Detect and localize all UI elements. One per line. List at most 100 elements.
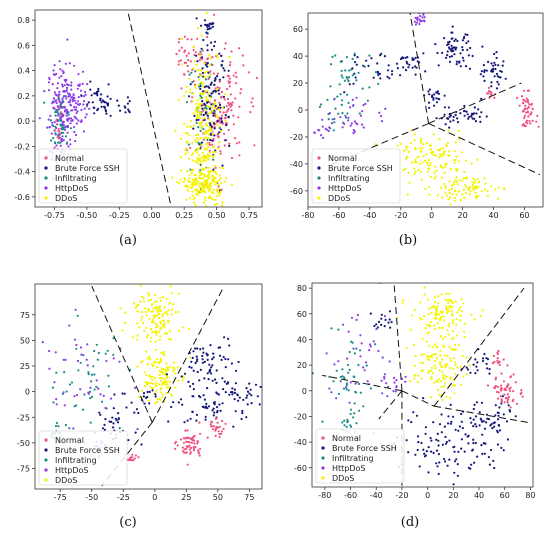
point-brute-force-ssh [448, 55, 451, 58]
point-brute-force-ssh [235, 369, 238, 372]
point-ddos [409, 141, 413, 145]
point-ddos [150, 310, 153, 313]
point-brute-force-ssh [195, 119, 198, 122]
point-httpdos [68, 324, 71, 327]
x-tick-label: -75 [54, 493, 67, 502]
point-infiltrating [107, 385, 111, 388]
point-infiltrating [351, 57, 354, 61]
point-ddos [211, 155, 214, 158]
legend-marker [44, 438, 48, 442]
point-brute-force-ssh [112, 426, 115, 429]
point-ddos [433, 364, 436, 367]
point-ddos [215, 88, 218, 91]
point-ddos [439, 164, 442, 167]
point-brute-force-ssh [451, 47, 454, 50]
point-ddos [165, 386, 168, 389]
point-normal [218, 425, 221, 429]
point-ddos [191, 194, 194, 197]
point-ddos [160, 377, 163, 380]
point-brute-force-ssh [192, 388, 195, 391]
point-httpdos [56, 82, 60, 85]
point-httpdos [352, 132, 355, 135]
point-normal [220, 188, 223, 191]
point-infiltrating [365, 364, 368, 367]
point-brute-force-ssh [206, 358, 209, 361]
point-ddos [451, 312, 454, 315]
point-brute-force-ssh [208, 122, 211, 125]
point-ddos [211, 133, 214, 136]
point-normal [206, 436, 209, 439]
point-normal [526, 107, 529, 110]
point-ddos [442, 315, 445, 318]
point-ddos [440, 186, 443, 189]
point-httpdos [84, 93, 87, 96]
point-brute-force-ssh [429, 436, 432, 440]
point-ddos [157, 307, 160, 310]
legend-label: Normal [55, 436, 84, 445]
point-ddos [123, 321, 127, 324]
point-brute-force-ssh [369, 312, 372, 315]
point-brute-force-ssh [448, 60, 452, 64]
point-ddos [455, 181, 458, 184]
point-httpdos [73, 395, 76, 398]
point-brute-force-ssh [258, 403, 261, 406]
point-brute-force-ssh [104, 101, 107, 104]
point-ddos [148, 374, 151, 377]
point-brute-force-ssh [428, 93, 431, 96]
point-ddos [206, 158, 210, 161]
point-ddos [448, 377, 452, 380]
point-brute-force-ssh [189, 417, 192, 420]
point-ddos [443, 182, 446, 186]
point-brute-force-ssh [465, 366, 468, 369]
point-httpdos [350, 316, 354, 319]
point-brute-force-ssh [480, 444, 483, 447]
point-infiltrating [351, 74, 354, 77]
point-brute-force-ssh [467, 466, 470, 469]
point-ddos [196, 182, 199, 186]
point-brute-force-ssh [494, 414, 497, 417]
point-brute-force-ssh [111, 416, 114, 419]
point-httpdos [78, 83, 81, 86]
point-ddos [131, 336, 134, 339]
point-ddos [194, 87, 197, 90]
point-ddos [454, 300, 457, 303]
point-ddos [452, 181, 456, 184]
point-ddos [200, 69, 203, 72]
point-brute-force-ssh [437, 444, 440, 447]
point-ddos [208, 125, 211, 128]
point-ddos [218, 192, 221, 195]
point-normal [184, 61, 188, 64]
point-ddos [179, 178, 182, 181]
point-brute-force-ssh [187, 380, 190, 383]
point-brute-force-ssh [133, 411, 136, 414]
point-brute-force-ssh [422, 397, 425, 400]
point-httpdos [53, 121, 56, 124]
point-brute-force-ssh [218, 52, 221, 55]
point-brute-force-ssh [379, 77, 382, 80]
point-normal [531, 107, 534, 110]
point-ddos [200, 186, 203, 189]
point-infiltrating [352, 416, 355, 419]
point-normal [211, 428, 215, 431]
point-normal [178, 49, 181, 52]
point-httpdos [53, 91, 57, 94]
point-normal [228, 142, 231, 145]
point-httpdos [404, 380, 407, 383]
point-httpdos [81, 82, 84, 85]
point-brute-force-ssh [427, 471, 430, 474]
point-ddos [200, 191, 203, 194]
point-normal [193, 53, 196, 57]
point-brute-force-ssh [415, 66, 418, 69]
point-httpdos [86, 83, 89, 86]
point-ddos [439, 317, 443, 320]
point-httpdos [81, 70, 85, 73]
point-ddos [205, 143, 208, 146]
point-ddos [417, 168, 420, 172]
point-normal [234, 71, 237, 74]
point-ddos [439, 148, 442, 151]
point-brute-force-ssh [388, 318, 391, 321]
point-brute-force-ssh [196, 60, 199, 63]
point-brute-force-ssh [224, 366, 227, 369]
point-ddos [155, 322, 158, 326]
point-normal [502, 358, 505, 361]
